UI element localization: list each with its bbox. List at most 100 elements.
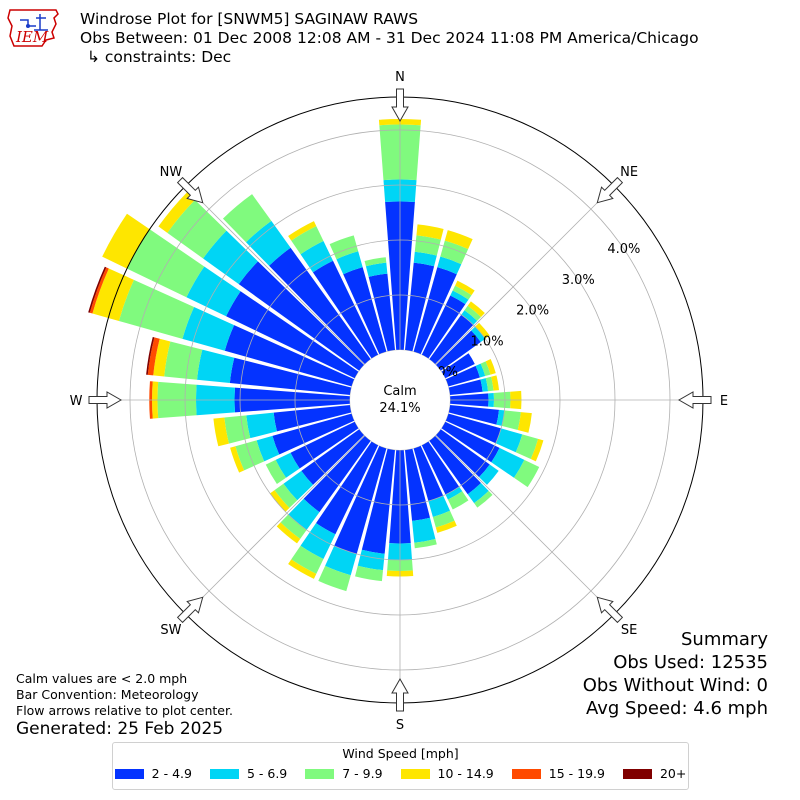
bar-dir-170-bin-3 xyxy=(414,539,437,549)
radial-tick-1: 1.0% xyxy=(471,334,504,349)
bar-dir-40-bin-2 xyxy=(461,310,478,325)
compass-label-w: W xyxy=(70,394,83,409)
bar-dir-160-bin-3 xyxy=(432,510,455,528)
bar-dir-170-bin-1 xyxy=(404,448,431,521)
bar-dir-80-bin-4 xyxy=(491,375,500,391)
bar-dir-200-bin-2 xyxy=(325,545,357,576)
bar-dir-20-bin-1 xyxy=(413,267,457,355)
bar-dir-10-bin-3 xyxy=(414,235,441,256)
summary-heading: Summary xyxy=(681,629,768,650)
legend-swatch-2 xyxy=(209,768,239,779)
bar-dir-350-bin-3 xyxy=(364,257,387,267)
bar-dir-280-bin-4 xyxy=(153,338,171,377)
calm-label: Calm xyxy=(383,384,416,399)
grid-spoke-3 xyxy=(399,399,615,615)
legend-swatch-5 xyxy=(511,768,541,779)
bar-dir-80-bin-1 xyxy=(448,379,483,396)
bar-dir-110-bin-1 xyxy=(445,413,502,444)
grid-spoke-1 xyxy=(399,185,615,401)
bar-dir-280-bin-5 xyxy=(147,337,160,376)
bar-dir-300-bin-1 xyxy=(226,291,359,379)
legend-swatch-3 xyxy=(305,768,335,779)
bar-dir-220-bin-4 xyxy=(276,522,301,544)
legend-item-2: 5 - 6.9 xyxy=(209,766,288,781)
bar-dir-330-bin-4 xyxy=(288,221,317,241)
bar-dir-120-bin-1 xyxy=(441,421,500,463)
chart-title: Windrose Plot for [SNWM5] SAGINAW RAWS O… xyxy=(80,10,699,67)
legend-item-3: 7 - 9.9 xyxy=(305,766,383,781)
legend-label-2: 5 - 6.9 xyxy=(246,766,288,781)
plot-notes: Calm values are < 2.0 mph Bar Convention… xyxy=(16,671,233,719)
bar-dir-320-bin-2 xyxy=(245,220,291,266)
bar-dir-340-bin-1 xyxy=(343,267,387,355)
radial-tick-4: 4.0% xyxy=(607,242,640,257)
compass-label-ne: NE xyxy=(620,165,638,180)
flow-arrow-s xyxy=(391,677,409,712)
bar-dir-150-bin-2 xyxy=(445,486,463,500)
avg-speed: Avg Speed: 4.6 mph xyxy=(586,698,768,719)
legend-label-5: 15 - 19.9 xyxy=(548,766,605,781)
bar-dir-70-bin-2 xyxy=(475,363,486,378)
legend-item-5: 15 - 19.9 xyxy=(511,766,605,781)
grid-spoke-5 xyxy=(185,399,401,615)
bar-dir-280-bin-6 xyxy=(146,336,155,375)
bar-dir-310-bin-1 xyxy=(238,261,365,371)
bar-dir-70-bin-1 xyxy=(445,365,480,387)
flow-arrow-sw xyxy=(176,596,204,624)
bar-dir-150-bin-3 xyxy=(447,491,469,510)
bar-dir-50-bin-1 xyxy=(435,330,481,371)
bar-dir-220-bin-3 xyxy=(280,514,307,539)
bar-dir-230-bin-3 xyxy=(274,483,298,508)
bar-dir-290-bin-4 xyxy=(92,268,134,321)
flow-arrow-e xyxy=(677,391,712,409)
bar-dir-200-bin-1 xyxy=(334,445,387,555)
title-line-2: Obs Between: 01 Dec 2008 12:08 AM - 31 D… xyxy=(80,29,699,47)
compass-label-e: E xyxy=(720,394,728,409)
legend-label-3: 7 - 9.9 xyxy=(342,766,383,781)
grid-spoke-7 xyxy=(185,185,401,401)
bar-dir-280-bin-1 xyxy=(229,357,352,396)
flow-arrows xyxy=(88,88,712,712)
bar-dir-340-bin-2 xyxy=(336,251,363,275)
bar-dir-160-bin-4 xyxy=(435,520,457,533)
bar-dir-280-bin-3 xyxy=(164,341,203,380)
iem-logo: IEM xyxy=(6,6,62,50)
legend-swatch-4 xyxy=(400,768,430,779)
axis-labels: NNEESESSWWNW0.0%1.0%2.0%3.0%4.0% xyxy=(70,70,729,733)
bar-dir-330-bin-3 xyxy=(291,226,324,255)
bar-dir-120-bin-2 xyxy=(491,447,525,478)
legend-item-6: 20+ xyxy=(622,766,686,781)
bar-dir-250-bin-2 xyxy=(256,435,280,462)
title-line-3: ↳ constraints: Dec xyxy=(87,48,232,66)
bar-dir-120-bin-3 xyxy=(514,459,540,488)
compass-label-se: SE xyxy=(621,623,637,638)
bar-dir-10-bin-1 xyxy=(404,262,435,352)
bar-dir-300-bin-4 xyxy=(102,213,150,269)
bar-dir-40-bin-3 xyxy=(464,305,482,321)
bar-dir-10-bin-2 xyxy=(413,251,437,267)
bar-dir-50-bin-4 xyxy=(475,322,490,339)
bar-dir-20-bin-3 xyxy=(440,240,469,265)
bar-dir-100-bin-3 xyxy=(501,410,521,431)
compass-label-sw: SW xyxy=(160,623,181,638)
bar-dir-20-bin-4 xyxy=(444,230,473,250)
summary-box: Summary Obs Used: 12535 Obs Without Wind… xyxy=(583,628,768,720)
legend-label-1: 2 - 4.9 xyxy=(151,766,192,781)
bar-dir-260-bin-3 xyxy=(224,415,251,444)
compass-label-nw: NW xyxy=(160,165,183,180)
bar-dir-260-bin-1 xyxy=(273,404,352,432)
logo-text: IEM xyxy=(16,28,49,46)
bar-dir-140-bin-3 xyxy=(474,490,493,508)
flow-arrow-n xyxy=(391,88,409,123)
bar-dir-230-bin-1 xyxy=(301,429,365,485)
bar-dir-20-bin-2 xyxy=(437,256,462,275)
bar-dir-210-bin-4 xyxy=(288,559,317,579)
bar-dir-190-bin-1 xyxy=(361,448,396,554)
legend-item-4: 10 - 14.9 xyxy=(400,766,494,781)
legend-title: Wind Speed [mph] xyxy=(342,746,459,761)
bar-dir-210-bin-3 xyxy=(291,545,324,574)
bar-dir-160-bin-2 xyxy=(428,495,450,517)
flow-arrow-ne xyxy=(596,176,624,204)
bar-dir-190-bin-3 xyxy=(355,565,384,582)
bar-dir-290-bin-5 xyxy=(89,267,109,314)
